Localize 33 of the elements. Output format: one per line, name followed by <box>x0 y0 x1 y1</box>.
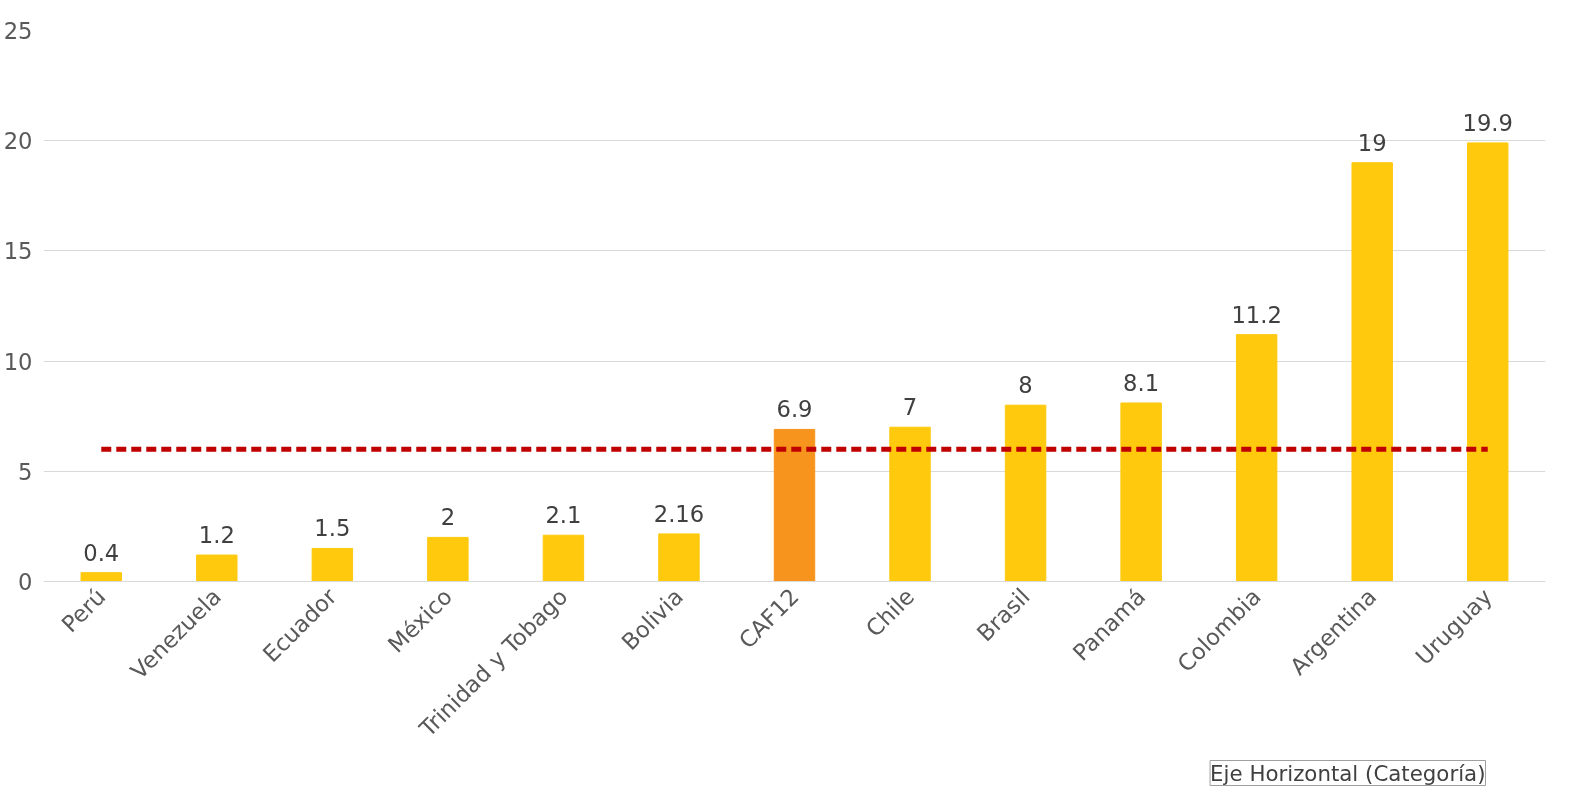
data-label: 0.4 <box>83 539 120 566</box>
data-label: 19 <box>1357 129 1387 156</box>
bar <box>80 572 122 582</box>
data-label: 1.5 <box>314 515 351 542</box>
data-label: 2.16 <box>653 500 705 527</box>
bar <box>1004 404 1047 582</box>
y-tick-label: 15 <box>3 238 33 265</box>
y-tick-label: 0 <box>18 569 33 595</box>
bar <box>1120 402 1162 582</box>
bar <box>773 428 816 582</box>
bar <box>196 554 238 582</box>
bar <box>311 547 354 582</box>
data-label: 7 <box>902 394 918 421</box>
text: Eje Horizontal (Categoría) <box>1210 760 1486 786</box>
data-label: 2 <box>440 504 456 531</box>
data-label: 19.9 <box>1462 109 1513 136</box>
bar <box>1351 162 1393 582</box>
bar <box>658 533 700 582</box>
data-label: 1.2 <box>198 522 235 549</box>
bar <box>1235 334 1278 582</box>
data-label: 6.9 <box>776 396 813 423</box>
bar <box>542 534 585 582</box>
y-tick-label: 20 <box>3 128 33 155</box>
bar <box>889 426 931 582</box>
y-tick-label: 5 <box>18 458 33 485</box>
bar <box>1467 142 1509 582</box>
data-label: 8 <box>1018 372 1033 399</box>
bar <box>427 536 469 582</box>
data-label: 2.1 <box>545 502 582 529</box>
data-label: 8.1 <box>1123 369 1160 396</box>
y-tick-label: 10 <box>3 348 33 375</box>
data-label: 11.2 <box>1231 301 1282 328</box>
y-tick-label: 25 <box>3 18 33 44</box>
